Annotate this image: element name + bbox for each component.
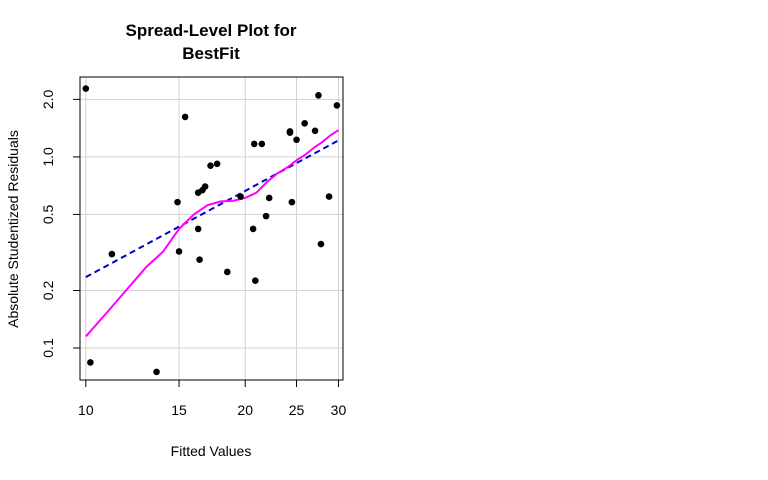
y-tick-label: 0.5 — [40, 205, 56, 225]
data-point — [194, 225, 202, 233]
fit-lines — [85, 129, 339, 338]
data-point — [301, 119, 308, 127]
x-tick-label: 15 — [171, 402, 187, 418]
y-axis: 0.1 0.2 0.5 1.0 2.0 — [40, 89, 81, 358]
data-point — [311, 127, 319, 135]
data-point — [82, 85, 90, 92]
data-points — [82, 85, 341, 376]
data-point — [249, 225, 257, 233]
chart-title-line-2: BestFit — [182, 44, 240, 63]
data-point — [174, 198, 181, 206]
data-point — [262, 212, 270, 220]
data-point — [175, 248, 183, 255]
x-axis: 10 15 20 25 30 — [78, 379, 347, 418]
data-point — [286, 129, 294, 136]
data-point — [237, 193, 244, 200]
data-point — [207, 162, 214, 169]
data-point — [325, 193, 333, 200]
x-axis-label: Fitted Values — [171, 443, 252, 459]
data-point — [315, 92, 322, 99]
data-point — [250, 140, 258, 148]
x-tick-label: 10 — [78, 402, 94, 418]
grid-lines — [80, 77, 343, 380]
data-point — [153, 368, 160, 376]
y-tick-label: 1.0 — [40, 147, 56, 167]
data-point — [181, 113, 189, 121]
data-point — [223, 268, 231, 276]
data-point — [265, 194, 273, 202]
y-tick-label: 0.2 — [40, 281, 56, 301]
chart-title-line-1: Spread-Level Plot for — [126, 21, 297, 40]
y-axis-label: Absolute Studentized Residuals — [5, 130, 21, 328]
data-point — [293, 136, 300, 144]
data-point — [108, 250, 116, 258]
x-tick-label: 30 — [331, 402, 347, 418]
data-point — [258, 140, 266, 148]
y-tick-label: 2.0 — [40, 89, 56, 109]
data-point — [87, 359, 94, 366]
data-point — [213, 160, 221, 168]
data-point — [201, 183, 209, 190]
linear-fit-line — [85, 139, 339, 278]
data-point — [317, 240, 325, 248]
smooth-fit-line — [85, 129, 339, 338]
data-point — [288, 198, 296, 206]
data-point — [196, 256, 203, 263]
data-point — [252, 277, 259, 285]
data-point — [333, 102, 341, 109]
y-tick-label: 0.1 — [40, 338, 56, 358]
x-tick-label: 20 — [237, 402, 253, 418]
x-tick-label: 25 — [289, 402, 305, 418]
